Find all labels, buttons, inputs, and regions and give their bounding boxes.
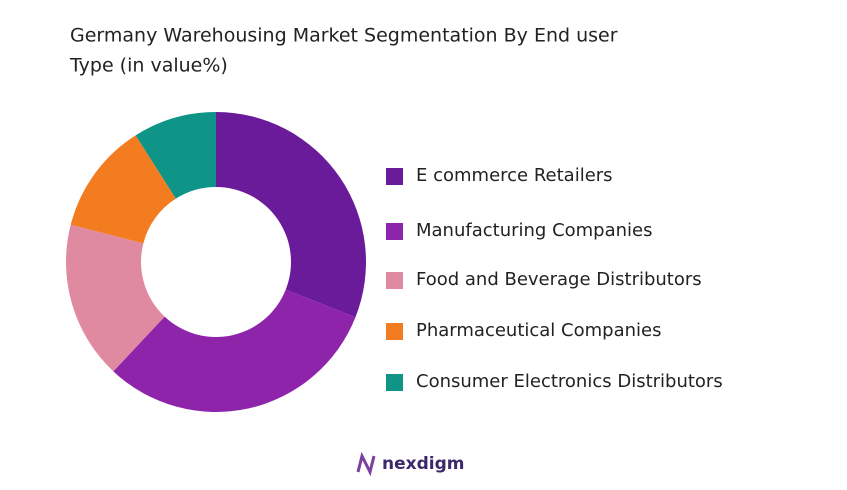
legend-label: Food and Beverage Distributors [416, 269, 702, 290]
legend-label: Consumer Electronics Distributors [416, 371, 723, 392]
chart-title: Type (in value%) [69, 55, 228, 77]
brand: nexdigm [382, 454, 464, 474]
legend-swatch [386, 272, 403, 289]
donut-slice [70, 135, 176, 244]
donut-slice [65, 224, 165, 372]
legend-swatch [386, 223, 403, 240]
donut-slice [135, 112, 216, 199]
legend-swatch [386, 168, 403, 185]
chart-title: Germany Warehousing Market Segmentation … [70, 25, 618, 47]
legend-swatch [386, 323, 403, 340]
legend-label: Manufacturing Companies [416, 220, 653, 241]
legend-label: E commerce Retailers [416, 165, 613, 186]
legend-swatch [386, 374, 403, 391]
donut-slice [216, 112, 366, 318]
logo: nexdigm [356, 451, 464, 477]
logo-icon [356, 451, 376, 477]
donut-slice [113, 289, 356, 412]
legend-label: Pharmaceutical Companies [416, 320, 661, 341]
